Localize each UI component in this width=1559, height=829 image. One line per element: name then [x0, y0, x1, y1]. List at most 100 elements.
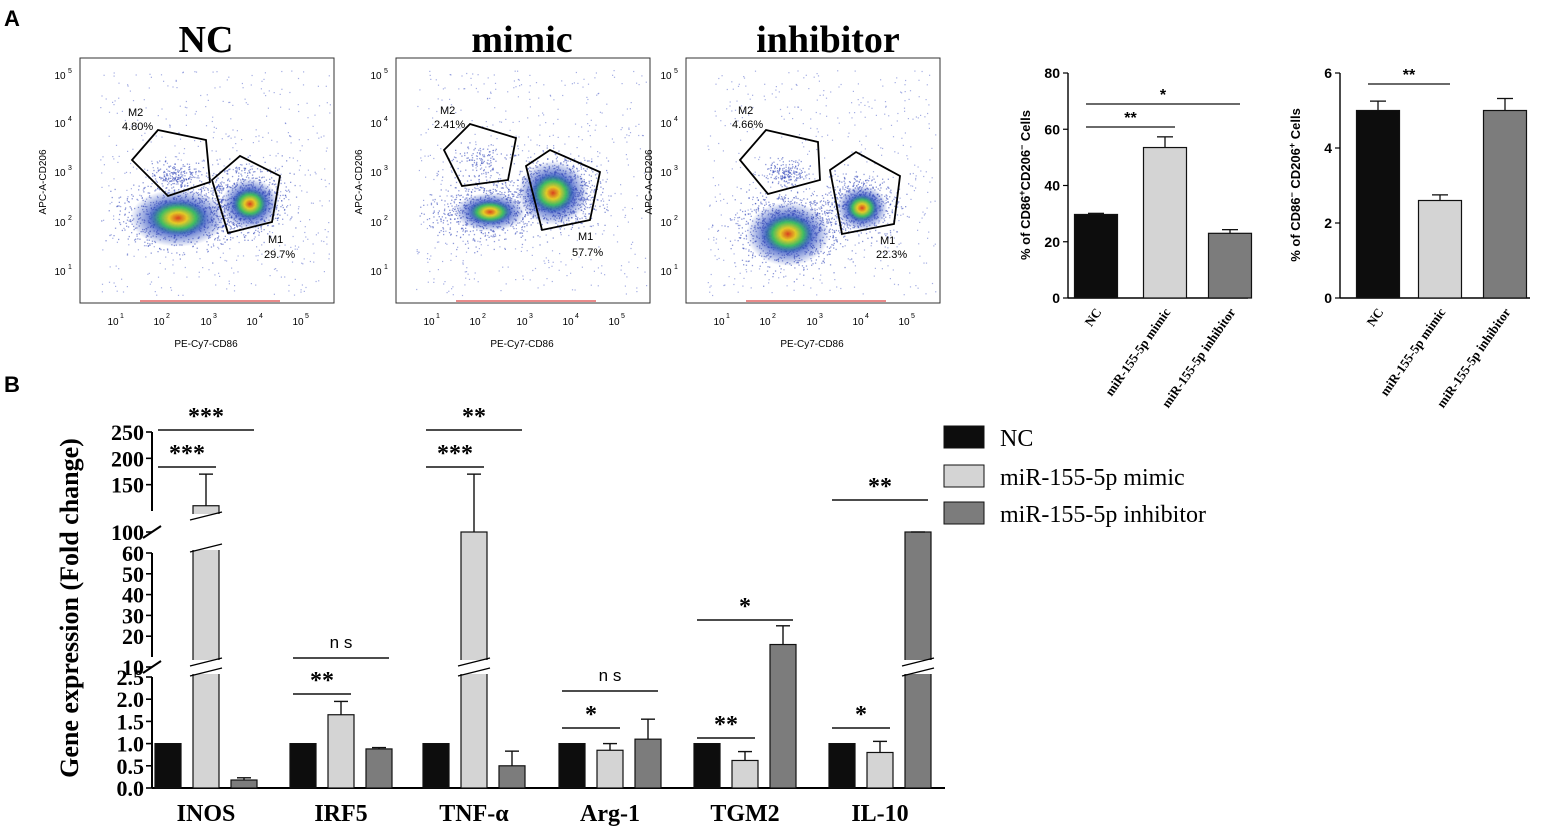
event-dot: [290, 246, 292, 248]
event-dot: [206, 94, 208, 96]
event-dot: [266, 115, 268, 117]
event-dot: [130, 207, 132, 209]
event-dot: [447, 214, 450, 216]
event-dot: [227, 179, 229, 181]
event-dot: [503, 196, 505, 199]
event-dot: [513, 87, 515, 89]
event-dot: [164, 268, 166, 270]
event-dot: [451, 171, 453, 173]
event-dot: [148, 87, 150, 89]
event-dot: [267, 107, 269, 109]
event-dot: [177, 183, 179, 185]
event-dot: [539, 208, 541, 211]
event-dot: [566, 219, 568, 221]
event-dot: [509, 157, 511, 159]
event-dot: [164, 190, 167, 193]
event-dot: [171, 187, 173, 189]
event-dot: [762, 198, 765, 201]
event-dot: [144, 132, 146, 134]
event-dot: [527, 204, 529, 206]
event-dot: [442, 169, 444, 171]
event-dot: [586, 184, 588, 187]
event-dot: [630, 247, 632, 250]
event-dot: [553, 168, 555, 170]
event-dot: [419, 89, 421, 91]
event-dot: [157, 167, 159, 169]
event-dot: [437, 213, 439, 215]
event-dot: [313, 261, 315, 263]
event-dot: [257, 227, 259, 230]
event-dot: [263, 78, 265, 80]
event-dot: [280, 276, 282, 278]
event-dot: [162, 200, 164, 202]
event-dot: [432, 199, 434, 201]
event-dot: [498, 178, 500, 180]
event-dot: [550, 218, 552, 220]
event-dot: [188, 168, 190, 171]
event-dot: [587, 199, 589, 201]
event-dot: [145, 245, 147, 247]
event-dot: [252, 177, 255, 179]
event-dot: [530, 181, 533, 183]
event-dot: [248, 187, 251, 189]
event-dot: [143, 229, 146, 231]
event-dot: [445, 189, 447, 191]
event-dot: [273, 92, 275, 94]
event-dot: [217, 246, 219, 248]
event-dot: [172, 197, 174, 199]
event-dot: [558, 150, 560, 152]
event-dot: [166, 180, 168, 183]
event-dot: [493, 183, 495, 185]
event-dot: [172, 177, 174, 180]
event-dot: [462, 224, 464, 226]
event-dot: [513, 215, 515, 217]
event-dot: [136, 235, 138, 237]
event-dot: [121, 110, 123, 112]
event-dot: [148, 272, 150, 274]
event-dot: [231, 196, 233, 198]
event-dot: [585, 199, 587, 201]
event-dot: [184, 165, 186, 167]
event-dot: [229, 220, 231, 223]
event-dot: [529, 189, 532, 191]
event-dot: [275, 268, 277, 270]
event-dot: [161, 183, 163, 185]
event-dot: [177, 170, 179, 173]
event-dot: [172, 178, 174, 181]
event-dot: [212, 116, 214, 118]
event-dot: [220, 204, 222, 207]
event-dot: [466, 160, 468, 162]
event-dot: [273, 214, 275, 216]
event-dot: [588, 180, 590, 182]
event-dot: [602, 188, 604, 190]
event-dot: [300, 291, 302, 293]
event-dot: [586, 102, 588, 104]
event-dot: [515, 191, 518, 193]
event-dot: [490, 229, 492, 231]
event-dot: [580, 164, 582, 166]
event-dot: [244, 169, 246, 171]
event-dot: [136, 221, 139, 223]
event-dot: [526, 180, 528, 182]
event-dot: [599, 181, 601, 183]
event-dot: [565, 264, 567, 266]
event-dot: [536, 162, 538, 164]
event-dot: [198, 236, 200, 238]
event-dot: [271, 139, 273, 141]
event-dot: [289, 172, 291, 174]
event-dot: [212, 206, 214, 208]
event-dot: [466, 194, 468, 196]
event-dot: [173, 182, 175, 185]
event-dot: [280, 173, 282, 175]
event-dot: [176, 179, 179, 181]
event-dot: [149, 283, 151, 285]
event-dot: [251, 181, 253, 184]
event-dot: [206, 241, 208, 243]
event-dot: [168, 182, 170, 184]
event-dot: [585, 192, 587, 194]
event-dot: [196, 192, 198, 195]
event-dot: [233, 290, 236, 292]
event-dot: [269, 275, 271, 277]
event-dot: [207, 222, 209, 224]
event-dot: [138, 233, 140, 235]
